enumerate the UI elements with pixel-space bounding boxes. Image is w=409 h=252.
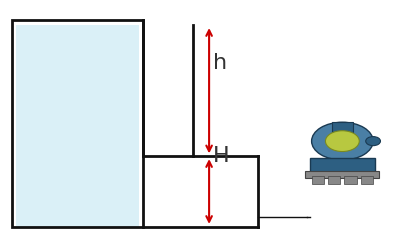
- Circle shape: [365, 137, 380, 146]
- Bar: [16, 25, 139, 227]
- Bar: [12, 20, 143, 227]
- Bar: [309, 158, 374, 173]
- Bar: [360, 176, 372, 184]
- Bar: [331, 122, 352, 132]
- Bar: [311, 176, 323, 184]
- Circle shape: [311, 122, 372, 160]
- Bar: [305, 171, 378, 178]
- Circle shape: [325, 131, 358, 151]
- Text: H: H: [213, 146, 229, 166]
- Bar: [344, 176, 356, 184]
- Bar: [327, 176, 339, 184]
- Text: h: h: [213, 53, 227, 73]
